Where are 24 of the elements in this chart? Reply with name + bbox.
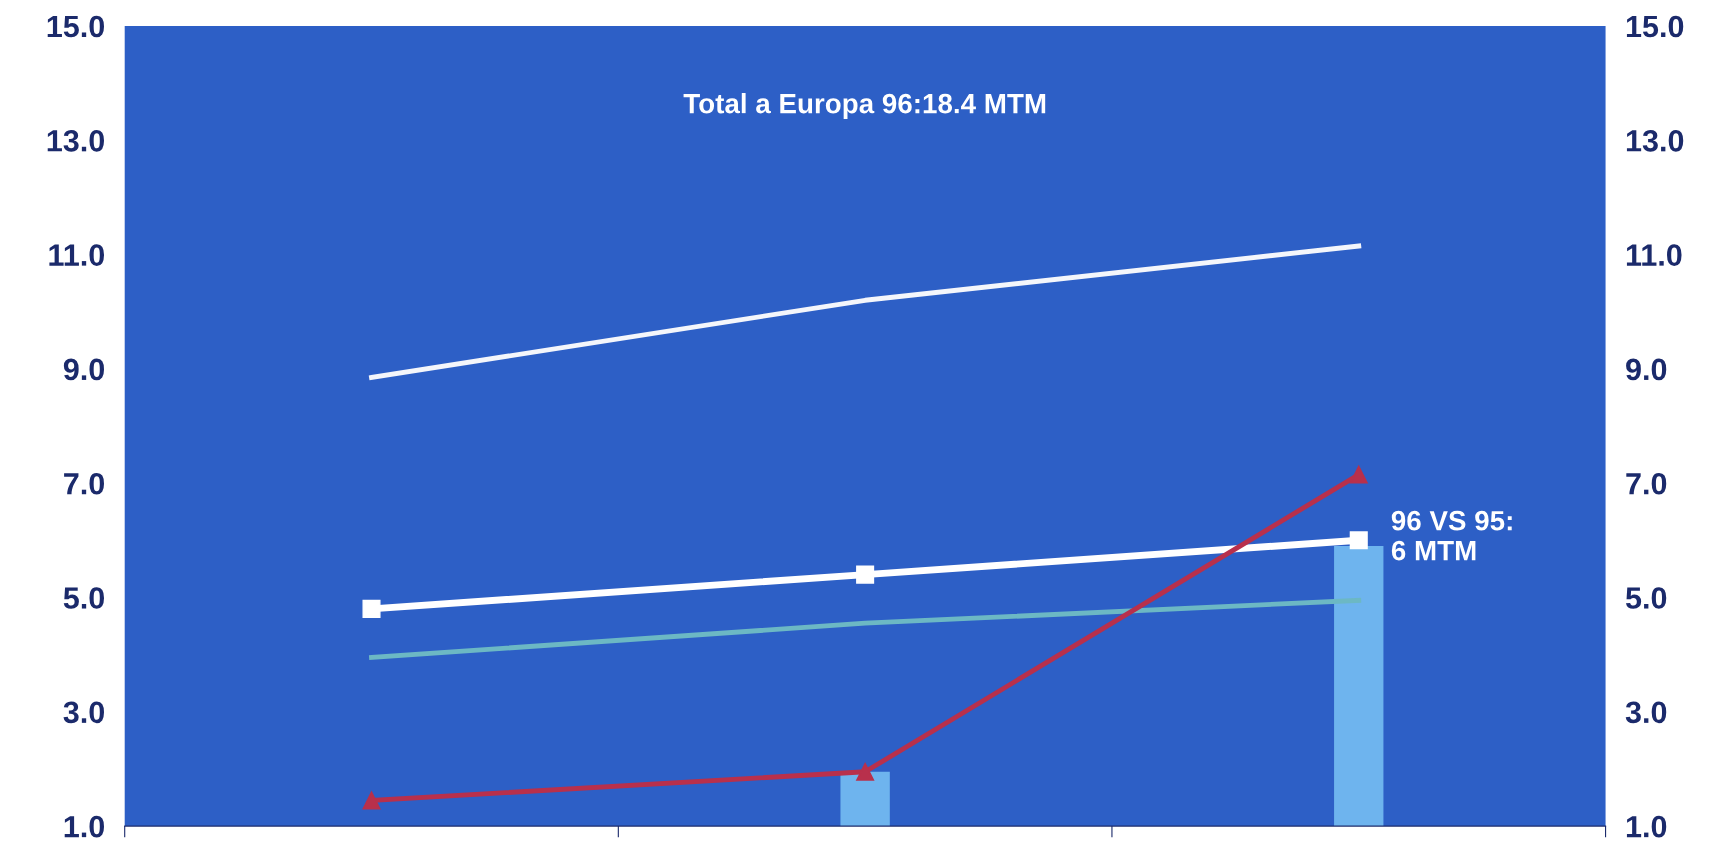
point	[1349, 465, 1368, 484]
point	[1349, 531, 1368, 550]
y-tick-label: 9.0	[63, 358, 105, 381]
y-tick-label: 15.0	[47, 15, 105, 38]
y-tick-label: 7.0	[64, 472, 105, 495]
point	[856, 762, 875, 781]
y-tick-label: 5.0	[63, 587, 105, 609]
annotation: Total a Europa 96:18.4 MTM	[683, 93, 1046, 119]
y-tick-label: 11.0	[49, 244, 105, 266]
y2-tick-label: 5.0	[1625, 587, 1667, 609]
y2-tick-label: 7.0	[1626, 472, 1667, 495]
y2-tick-label: 3.0	[1625, 701, 1667, 724]
y2-tick-label: 11.0	[1626, 244, 1682, 266]
y-tick-label: 1.0	[64, 815, 105, 838]
y2-tick-label: 13.0	[1626, 129, 1684, 152]
y-tick-label: 13.0	[47, 129, 105, 152]
point	[856, 565, 875, 584]
y-tick-label: 3.0	[63, 701, 105, 724]
point	[362, 599, 381, 618]
annotation: 96 VS 95: 6 MTM	[1391, 510, 1512, 561]
y2-tick-label: 9.0	[1626, 358, 1667, 381]
y2-tick-label: 15.0	[1626, 15, 1684, 38]
point	[362, 791, 381, 810]
y2-tick-label: 1.0	[1626, 815, 1667, 838]
